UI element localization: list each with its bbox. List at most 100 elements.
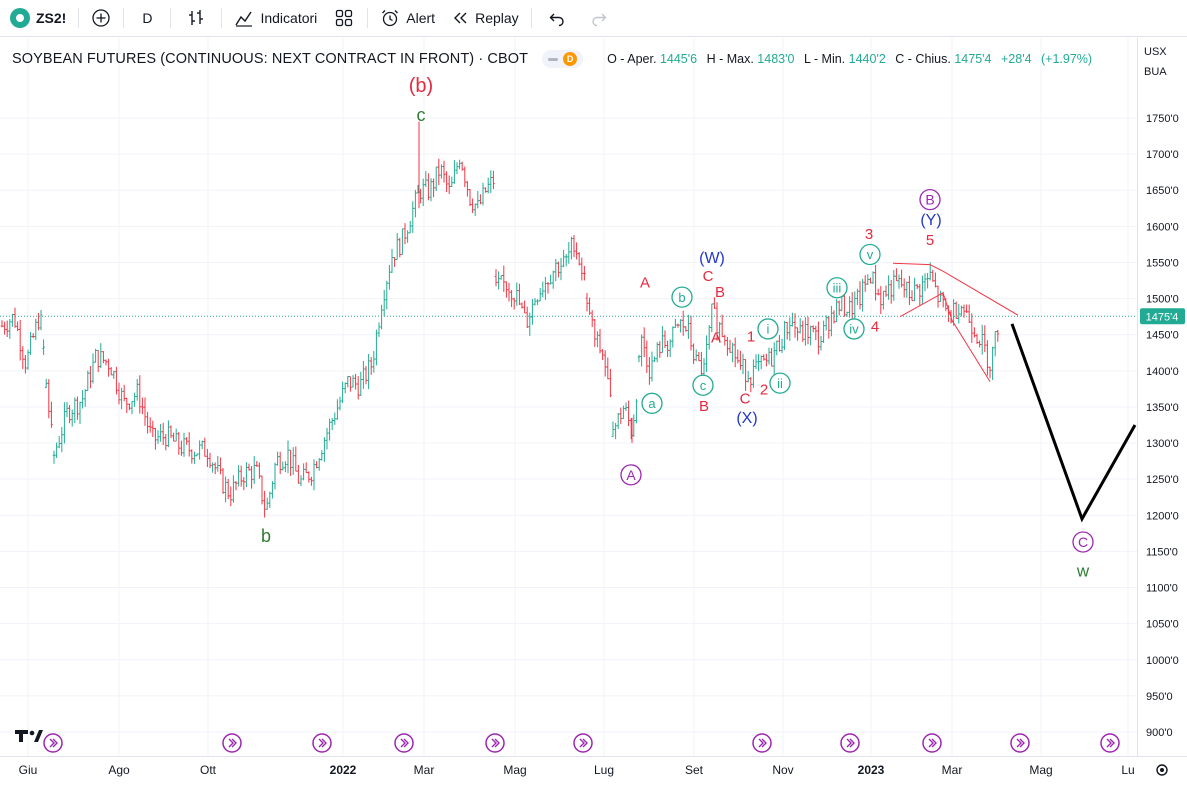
price-bar — [564, 254, 568, 267]
price-bar — [780, 338, 784, 353]
event-marker-icon[interactable] — [394, 733, 414, 753]
price-bar — [934, 272, 937, 288]
price-bar — [931, 269, 935, 282]
event-marker-icon[interactable] — [222, 733, 242, 753]
price-bar — [759, 355, 763, 370]
redo-button[interactable] — [578, 0, 620, 37]
price-bar — [460, 161, 464, 171]
unit-selector[interactable]: BUA — [1144, 66, 1167, 78]
event-marker-icon[interactable] — [485, 733, 505, 753]
price-bar — [198, 440, 201, 460]
wave-label-text: b — [678, 290, 685, 305]
price-bar — [115, 366, 118, 395]
price-bar — [453, 160, 456, 184]
event-marker-icon[interactable] — [573, 733, 593, 753]
layouts-button[interactable] — [325, 0, 363, 37]
wave-label: c — [417, 105, 426, 125]
gear-icon[interactable] — [1156, 764, 1168, 776]
x-tick-label: Lu — [1121, 763, 1134, 777]
indicators-button[interactable]: Indicatori — [226, 0, 325, 37]
price-bar — [879, 286, 883, 315]
event-marker-icon[interactable] — [840, 733, 860, 753]
add-symbol-button[interactable] — [83, 0, 119, 37]
y-tick-label: 1200'0 — [1146, 510, 1179, 522]
price-bar — [154, 427, 157, 450]
event-marker-icon[interactable] — [1010, 733, 1030, 753]
currency-selector[interactable]: USX — [1144, 46, 1167, 58]
price-bar — [343, 382, 347, 394]
wave-label: iv — [843, 318, 865, 340]
price-bar — [187, 432, 191, 457]
price-bar — [237, 465, 240, 487]
undo-button[interactable] — [536, 0, 578, 37]
price-bar — [713, 297, 716, 309]
price-bar — [718, 321, 721, 343]
chart-title: SOYBEAN FUTURES (CONTINUOUS: NEXT CONTRA… — [12, 51, 529, 67]
grid-lines — [0, 38, 1137, 756]
triangle-upper-line — [892, 262, 1019, 316]
event-marker-icon[interactable] — [922, 733, 942, 753]
event-markers — [15, 730, 1120, 753]
price-bar — [876, 288, 880, 296]
price-bar — [494, 269, 498, 287]
price-bar — [31, 333, 35, 339]
price-bar — [278, 451, 282, 475]
interval-badge[interactable]: D — [542, 50, 584, 68]
price-bar — [21, 346, 25, 369]
price-bar — [627, 400, 630, 427]
price-bar — [499, 274, 503, 280]
alert-label: Alert — [406, 10, 436, 26]
chart-type-button[interactable] — [175, 0, 217, 37]
y-tick-label: 1650'0 — [1146, 185, 1179, 197]
event-marker-icon[interactable] — [312, 733, 332, 753]
event-marker-icon[interactable] — [752, 733, 772, 753]
price-scale[interactable]: 1750'0 1700'0 1650'0 1600'0 1550'0 1500'0 1450… — [1137, 38, 1187, 756]
price-bar — [744, 359, 747, 391]
price-bar — [648, 357, 651, 385]
x-tick-label: Nov — [772, 763, 793, 777]
symbol-search-button[interactable]: ZS2! — [0, 0, 74, 37]
price-bar — [645, 340, 649, 373]
price-bar — [338, 396, 342, 411]
price-bar — [5, 320, 9, 338]
alert-button[interactable]: Alert — [372, 0, 443, 37]
event-marker-icon[interactable] — [1100, 733, 1120, 753]
interval-button[interactable]: D — [128, 0, 166, 37]
price-bar — [538, 287, 542, 302]
price-bar — [429, 178, 433, 202]
price-bar — [960, 305, 963, 317]
price-bar — [775, 340, 779, 356]
price-bar — [24, 355, 27, 374]
price-bar — [910, 290, 914, 302]
wave-label: (Y) — [920, 212, 941, 229]
price-bar — [421, 178, 425, 207]
indicators-label: Indicatori — [260, 10, 318, 26]
toolbar-divider — [367, 8, 369, 28]
price-bar — [895, 268, 898, 282]
price-bar — [206, 448, 209, 467]
price-bar — [29, 331, 32, 356]
price-bar — [450, 176, 454, 187]
wave-label: 2 — [760, 381, 768, 398]
price-bar — [736, 349, 740, 364]
price-bar — [247, 463, 251, 471]
price-bar — [401, 228, 404, 255]
price-bar — [700, 351, 703, 379]
price-bar — [741, 353, 745, 375]
grid-layout-icon — [336, 9, 353, 27]
price-bar — [99, 343, 103, 369]
price-bar — [674, 318, 677, 328]
y-tick-label: 1500'0 — [1146, 294, 1179, 306]
price-bar — [297, 464, 300, 484]
price-bar — [866, 274, 870, 285]
event-marker-icon[interactable] — [43, 733, 63, 753]
wave-label-text: 2 — [760, 381, 768, 398]
tradingview-logo-icon[interactable] — [15, 730, 43, 742]
replay-button[interactable]: Replay — [443, 0, 527, 37]
wave-label-text: C — [740, 391, 751, 408]
time-scale[interactable]: Giu Ago Ott 2022 Mar Mag Lug Set Nov 2023 Mar Mag Lu — [0, 756, 1187, 778]
low-value: 1440'2 — [848, 52, 886, 66]
price-bar — [983, 325, 987, 353]
